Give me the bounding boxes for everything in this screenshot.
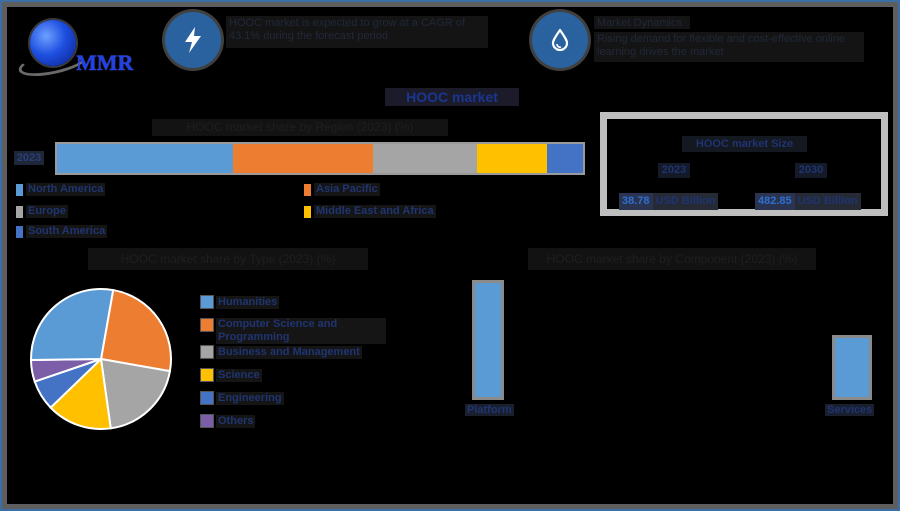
stack-segment [477,144,548,173]
bar-platform [472,280,504,400]
legend-label: Business and Management [216,345,362,359]
region-chart-title: HOOC market share by Region (2023) (%) [152,119,448,136]
legend-swatch [200,345,214,359]
legend-swatch [200,318,214,332]
legend-label: Others [216,414,256,428]
legend-label: Science [216,368,262,382]
feature-2-text: Rising demand for flexible and cost-effe… [594,32,864,62]
bar-services [832,335,872,400]
bar-label-platform: Platform [465,404,514,416]
legend-item-asia-pacific: Asia Pacific [304,183,380,196]
feature-2-title: Market Dynamics [594,16,690,29]
stack-segment [233,144,374,173]
legend-label: Europe [26,205,68,218]
main-title: HOOC market [385,88,519,106]
legend-item-engineering: Engineering [200,391,400,405]
region-bar-year: 2023 [14,151,44,165]
legend-swatch [16,205,23,218]
stack-segment [57,144,234,173]
legend-swatch [16,183,23,196]
type-legend: Humanities Computer Science and Programm… [200,295,400,437]
legend-label: Humanities [216,295,280,309]
stack-segment [373,144,478,173]
market-size-year-start: 2023 [658,163,690,178]
feature-1-text: HOOC market is expected to grow at a CAG… [226,16,488,48]
pie-slice [99,288,172,373]
legend-swatch [200,391,214,405]
globe-icon [30,20,76,66]
legend-swatch [16,225,23,238]
legend-swatch [200,295,214,309]
lightning-icon [165,12,221,68]
pie-slice [30,288,115,361]
market-size-value-end: 482.85 USD Billion [755,193,861,210]
legend-item-humanities: Humanities [200,295,400,309]
market-size-year-end: 2030 [795,163,827,178]
legend-item-computer-science: Computer Science and Programming [200,318,400,344]
bar-label-services: Services [825,404,875,416]
component-bar-chart: Platform Services [460,270,890,420]
pie-slice [99,357,172,430]
legend-label: Engineering [216,391,284,405]
type-pie-chart [28,286,174,432]
legend-swatch [200,414,214,428]
legend-label: Computer Science and Programming [216,318,386,344]
value-number: 482.85 [755,193,795,210]
component-chart-title: HOOC market share by Component (2023) (%… [528,248,816,270]
legend-swatch [304,183,311,196]
legend-item-middle-east-africa: Middle East and Africa [304,205,436,218]
legend-label: South America [26,225,108,238]
legend-item-north-america: North America [16,183,106,196]
legend-swatch [200,368,214,382]
legend-item-science: Science [200,368,400,382]
mmr-logo: MMR [16,16,138,82]
legend-label: Asia Pacific [314,183,380,196]
stack-segment [547,144,583,173]
value-unit: USD Billion [652,193,719,210]
legend-label: North America [26,183,106,196]
legend-item-business-management: Business and Management [200,345,400,359]
region-stacked-bar [55,142,585,175]
value-unit: USD Billion [794,193,861,210]
region-legend: North America Asia Pacific Europe Middle… [16,183,456,243]
pie-slice [49,356,112,430]
legend-label: Middle East and Africa [314,205,436,218]
market-size-value-start: 38.78 USD Billion [619,193,719,210]
water-drop-icon [532,12,588,68]
market-size-title: HOOC market Size [682,136,807,152]
type-chart-title: HOOC market share by Type (2023) (%) [88,248,368,270]
value-number: 38.78 [619,193,653,210]
legend-item-south-america: South America [16,225,108,238]
legend-item-others: Others [200,414,400,428]
legend-swatch [304,205,311,218]
legend-item-europe: Europe [16,205,68,218]
logo-text: MMR [76,50,134,75]
market-size-box: HOOC market Size 2023 2030 38.78 USD Bil… [600,112,888,216]
